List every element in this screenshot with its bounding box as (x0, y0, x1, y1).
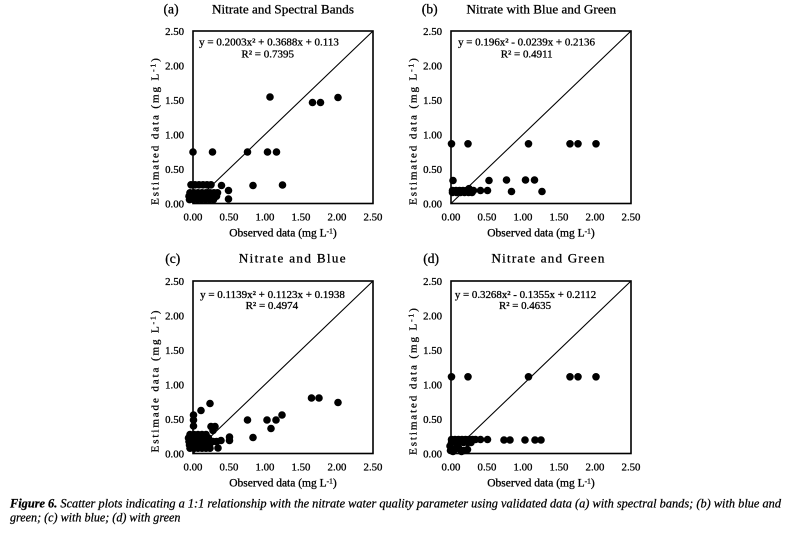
svg-text:0.00: 0.00 (184, 212, 203, 224)
svg-text:2.00: 2.00 (423, 310, 442, 322)
svg-text:2.00: 2.00 (165, 60, 184, 72)
svg-text:Nitrate and Blue: Nitrate and Blue (239, 251, 347, 266)
svg-text:(d): (d) (423, 251, 439, 266)
svg-text:0.50: 0.50 (423, 164, 442, 176)
svg-text:1.00: 1.00 (423, 379, 442, 391)
svg-text:Estimade data (mg L-1): Estimade data (mg L-1) (148, 309, 161, 453)
svg-text:0.00: 0.00 (423, 448, 442, 460)
svg-text:1.00: 1.00 (514, 462, 533, 474)
svg-text:0.50: 0.50 (478, 212, 497, 224)
svg-text:0.00: 0.00 (442, 212, 461, 224)
svg-text:1.50: 1.50 (423, 345, 442, 357)
svg-text:Nitrate with Blue and Green: Nitrate with Blue and Green (466, 1, 616, 16)
svg-text:0.00: 0.00 (184, 462, 203, 474)
svg-text:2.00: 2.00 (586, 212, 605, 224)
svg-text:1.00: 1.00 (256, 462, 275, 474)
svg-text:green; (c) with blue; (d) with: green; (c) with blue; (d) with green (10, 511, 180, 525)
svg-text:2.00: 2.00 (165, 310, 184, 322)
svg-text:1.00: 1.00 (165, 379, 184, 391)
svg-text:Observed data (mg L-1): Observed data (mg L-1) (487, 477, 595, 490)
svg-text:Observed data (mg L-1): Observed data (mg L-1) (487, 227, 595, 240)
svg-text:2.50: 2.50 (364, 212, 383, 224)
svg-text:0.50: 0.50 (423, 414, 442, 426)
svg-text:2.50: 2.50 (165, 276, 184, 288)
svg-text:R² = 0.4974: R² = 0.4974 (246, 300, 299, 312)
svg-text:0.00: 0.00 (442, 462, 461, 474)
svg-text:1.00: 1.00 (423, 129, 442, 141)
svg-text:2.50: 2.50 (165, 26, 184, 38)
svg-text:0.50: 0.50 (165, 414, 184, 426)
svg-text:y = 0.3268x² - 0.1355x + 0.211: y = 0.3268x² - 0.1355x + 0.2112 (455, 289, 596, 301)
svg-text:2.50: 2.50 (622, 462, 641, 474)
svg-text:Estimated data (mg L-1): Estimated data (mg L-1) (406, 56, 419, 205)
svg-text:Estimated data (mg L-1): Estimated data (mg L-1) (406, 306, 419, 455)
svg-text:1.50: 1.50 (292, 462, 311, 474)
svg-text:2.00: 2.00 (328, 462, 347, 474)
svg-text:Observed data (mg L-1): Observed data (mg L-1) (229, 227, 337, 240)
svg-text:2.00: 2.00 (423, 60, 442, 72)
svg-text:0.50: 0.50 (220, 462, 239, 474)
svg-text:(c): (c) (165, 251, 180, 266)
svg-text:y = 0.196x² - 0.0239x + 0.2136: y = 0.196x² - 0.0239x + 0.2136 (458, 36, 595, 48)
svg-text:2.50: 2.50 (622, 212, 641, 224)
svg-text:(a): (a) (164, 2, 179, 17)
svg-text:2.00: 2.00 (328, 212, 347, 224)
svg-text:y = 0.2003x² + 0.3688x + 0.113: y = 0.2003x² + 0.3688x + 0.113 (199, 36, 339, 48)
svg-text:1.00: 1.00 (165, 129, 184, 141)
svg-text:R² = 0.4911: R² = 0.4911 (501, 48, 553, 60)
svg-text:2.50: 2.50 (364, 462, 383, 474)
svg-text:y = 0.1139x² + 0.1123x + 0.193: y = 0.1139x² + 0.1123x + 0.1938 (200, 289, 345, 301)
svg-text:2.50: 2.50 (423, 276, 442, 288)
svg-text:R² = 0.4635: R² = 0.4635 (499, 300, 552, 312)
svg-text:0.50: 0.50 (478, 462, 497, 474)
svg-text:0.00: 0.00 (165, 448, 184, 460)
svg-text:1.00: 1.00 (256, 212, 275, 224)
svg-text:0.50: 0.50 (220, 212, 239, 224)
svg-text:Nitrate and Spectral Bands: Nitrate and Spectral Bands (212, 1, 354, 16)
svg-text:2.50: 2.50 (423, 26, 442, 38)
svg-text:(b): (b) (422, 2, 438, 17)
svg-text:Estimated data (mg L-1): Estimated data (mg L-1) (148, 56, 161, 205)
svg-text:1.00: 1.00 (514, 212, 533, 224)
svg-text:1.50: 1.50 (550, 462, 569, 474)
svg-text:1.50: 1.50 (423, 95, 442, 107)
svg-text:Observed data (mg L-1): Observed data (mg L-1) (229, 477, 337, 490)
svg-text:0.00: 0.00 (423, 198, 442, 210)
svg-text:1.50: 1.50 (292, 212, 311, 224)
svg-text:Nitrate and Green: Nitrate and Green (491, 251, 605, 266)
svg-text:0.00: 0.00 (165, 198, 184, 210)
svg-text:2.00: 2.00 (586, 462, 605, 474)
svg-text:1.50: 1.50 (165, 345, 184, 357)
svg-text:1.50: 1.50 (550, 212, 569, 224)
svg-text:1.50: 1.50 (165, 95, 184, 107)
svg-text:Figure 6. Scatter plots indica: Figure 6. Scatter plots indicating a 1:1… (9, 496, 782, 510)
svg-text:0.50: 0.50 (165, 164, 184, 176)
svg-text:R² = 0.7395: R² = 0.7395 (241, 48, 294, 60)
